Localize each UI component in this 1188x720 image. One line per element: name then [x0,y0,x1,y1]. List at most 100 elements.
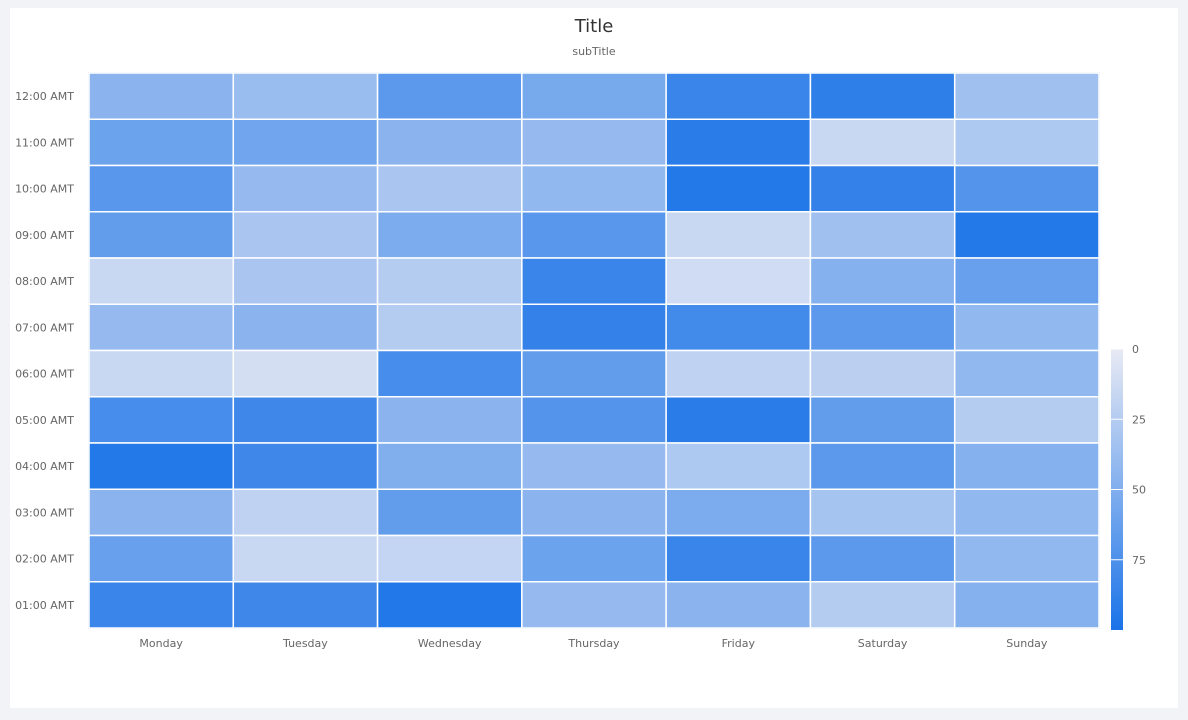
y-tick-label: 04:00 AMT [15,460,74,473]
y-tick-label: 09:00 AMT [15,229,74,242]
heatmap-cell[interactable] [232,396,379,444]
heatmap-cell[interactable] [665,442,812,490]
y-axis-labels: 12:00 AMT 11:00 AMT 10:00 AMT 09:00 AMT 08:0… [15,90,74,612]
heatmap-cell[interactable] [232,164,379,213]
heatmap-cell[interactable] [953,303,1100,352]
legend-tick-label: 75 [1132,554,1146,567]
heatmap-cell[interactable] [88,303,235,352]
heatmap-cell[interactable] [376,442,523,490]
heatmap-cell[interactable] [232,488,379,537]
heatmap-cell[interactable] [521,118,667,167]
heatmap-cell[interactable] [232,211,379,259]
heatmap-cell[interactable] [88,534,235,583]
heatmap-cell[interactable] [88,442,235,490]
y-tick-label: 11:00 AMT [15,136,74,149]
heatmap-cell[interactable] [88,349,235,398]
heatmap-cell[interactable] [809,349,956,398]
heatmap-cell[interactable] [521,442,667,490]
heatmap-cell[interactable] [376,257,523,305]
heatmap-cells [88,72,1100,629]
heatmap-cell[interactable] [232,442,379,490]
x-tick-label: Monday [139,637,183,650]
x-tick-label: Sunday [1006,637,1048,650]
heatmap-cell[interactable] [665,118,812,167]
heatmap-cell[interactable] [953,534,1100,583]
heatmap-cell[interactable] [953,164,1100,213]
heatmap-cell[interactable] [809,303,956,352]
heatmap-cell[interactable] [953,72,1100,120]
heatmap-cell[interactable] [953,396,1100,444]
x-tick-label: Friday [722,637,756,650]
heatmap-cell[interactable] [376,581,523,629]
x-axis-labels: Monday Tuesday Wednesday Thursday Friday Satu… [139,637,1047,650]
heatmap-cell[interactable] [88,257,235,305]
y-tick-label: 10:00 AMT [15,183,74,196]
heatmap-cell[interactable] [953,442,1100,490]
heatmap-cell[interactable] [232,349,379,398]
heatmap-cell[interactable] [665,349,812,398]
heatmap-cell[interactable] [809,534,956,583]
heatmap-cell[interactable] [953,257,1100,305]
heatmap-cell[interactable] [88,488,235,537]
heatmap-cell[interactable] [521,396,667,444]
heatmap-cell[interactable] [232,118,379,167]
heatmap-cell[interactable] [809,211,956,259]
heatmap-cell[interactable] [88,72,235,120]
heatmap-cell[interactable] [809,396,956,444]
y-tick-label: 02:00 AMT [15,553,74,566]
heatmap-cell[interactable] [665,396,812,444]
heatmap-cell[interactable] [809,488,956,537]
heatmap-cell[interactable] [232,534,379,583]
heatmap-cell[interactable] [376,164,523,213]
heatmap-cell[interactable] [88,164,235,213]
heatmap-cell[interactable] [521,211,667,259]
heatmap-cell[interactable] [232,257,379,305]
heatmap-cell[interactable] [88,211,235,259]
heatmap-cell[interactable] [953,349,1100,398]
heatmap-cell[interactable] [232,581,379,629]
heatmap-cell[interactable] [953,488,1100,537]
heatmap-cell[interactable] [88,396,235,444]
heatmap-cell[interactable] [953,581,1100,629]
chart-subtitle: subTitle [572,45,615,58]
heatmap-cell[interactable] [521,349,667,398]
heatmap-cell[interactable] [232,72,379,120]
heatmap-cell[interactable] [809,257,956,305]
heatmap-cell[interactable] [809,118,956,167]
heatmap-cell[interactable] [665,257,812,305]
heatmap-cell[interactable] [88,118,235,167]
heatmap-cell[interactable] [521,257,667,305]
heatmap-cell[interactable] [376,488,523,537]
heatmap-cell[interactable] [665,72,812,120]
heatmap-cell[interactable] [953,211,1100,259]
heatmap-cell[interactable] [809,164,956,213]
heatmap-cell[interactable] [521,164,667,213]
heatmap-cell[interactable] [665,534,812,583]
heatmap-cell[interactable] [376,72,523,120]
heatmap-cell[interactable] [665,164,812,213]
y-tick-label: 01:00 AMT [15,599,74,612]
heatmap-cell[interactable] [376,118,523,167]
heatmap-cell[interactable] [809,72,956,120]
heatmap-cell[interactable] [521,72,667,120]
heatmap-cell[interactable] [376,349,523,398]
heatmap-cell[interactable] [809,442,956,490]
heatmap-cell[interactable] [376,534,523,583]
y-tick-label: 05:00 AMT [15,414,74,427]
heatmap-cell[interactable] [376,303,523,352]
heatmap-cell[interactable] [521,488,667,537]
heatmap-cell[interactable] [665,211,812,259]
heatmap-cell[interactable] [376,211,523,259]
heatmap-cell[interactable] [521,534,667,583]
heatmap-cell[interactable] [521,303,667,352]
heatmap-cell[interactable] [376,396,523,444]
heatmap-cell[interactable] [232,303,379,352]
legend-tick-label: 0 [1132,343,1139,356]
heatmap-cell[interactable] [809,581,956,629]
heatmap-cell[interactable] [665,303,812,352]
heatmap-cell[interactable] [88,581,235,629]
heatmap-cell[interactable] [953,118,1100,167]
heatmap-cell[interactable] [521,581,667,629]
heatmap-cell[interactable] [665,581,812,629]
heatmap-cell[interactable] [665,488,812,537]
